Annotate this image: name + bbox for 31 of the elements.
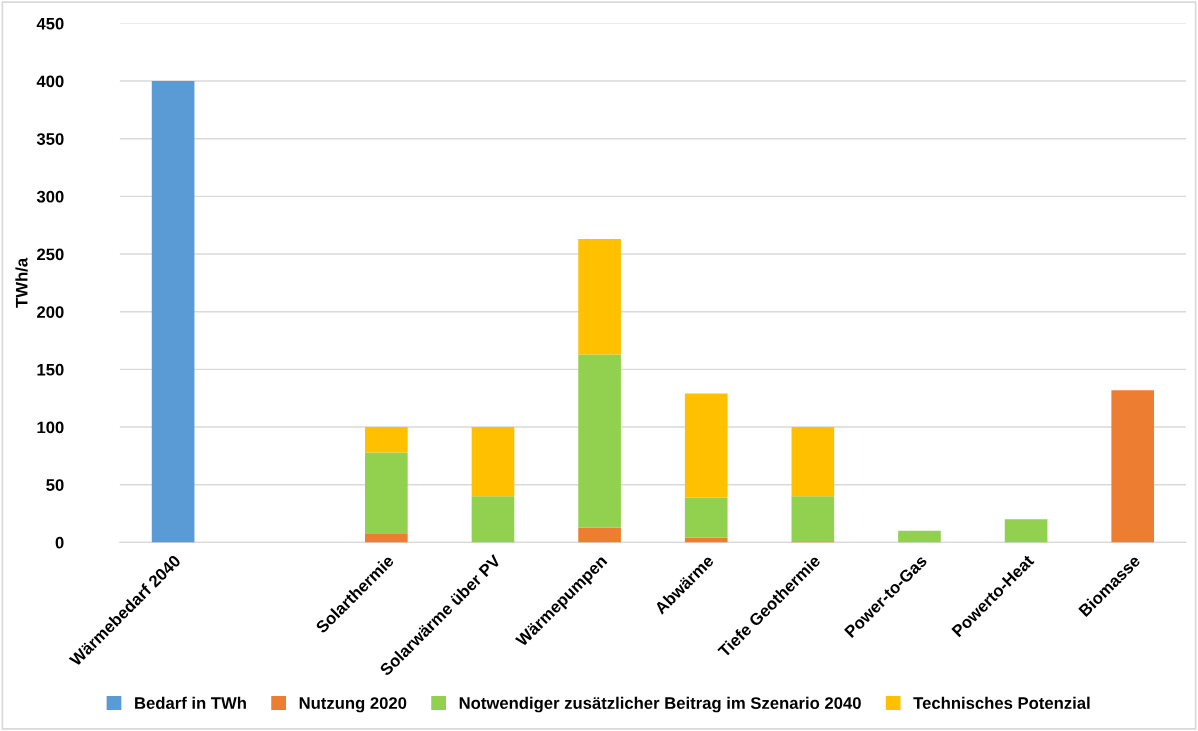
y-tick-label: 250 — [37, 248, 64, 261]
y-tick-label: 0 — [55, 536, 64, 549]
bar — [684, 393, 728, 498]
bar — [791, 496, 835, 542]
bar — [151, 81, 195, 543]
legend-label: Notwendiger zusätzlicher Beitrag im Szenario 2040 — [459, 696, 861, 713]
legend-label: Bedarf in TWh — [135, 696, 246, 709]
y-axis-title: TWh/a — [15, 257, 28, 308]
bar — [365, 427, 408, 453]
y-tick-label: 350 — [36, 133, 64, 145]
bar — [898, 530, 941, 543]
y-tick-label: 200 — [37, 306, 64, 318]
bar — [578, 239, 621, 355]
bar — [684, 497, 728, 538]
y-tick-label: 150 — [37, 363, 64, 376]
legend-label: Technisches Potenzial — [913, 696, 1090, 709]
bar — [578, 527, 621, 543]
bar — [1111, 390, 1155, 543]
bar — [471, 496, 515, 543]
bar — [578, 354, 621, 528]
legend-label: Nutzung 2020 — [299, 697, 407, 713]
bar — [1004, 519, 1048, 543]
bar — [471, 427, 515, 497]
bar — [365, 533, 408, 543]
bar — [791, 427, 835, 497]
bar — [365, 452, 408, 534]
y-tick-label: 50 — [46, 479, 64, 491]
y-tick-label: 300 — [36, 190, 64, 203]
y-tick-label: 400 — [36, 75, 64, 88]
y-tick-label: 450 — [36, 17, 64, 30]
y-tick-label: 100 — [37, 421, 64, 434]
